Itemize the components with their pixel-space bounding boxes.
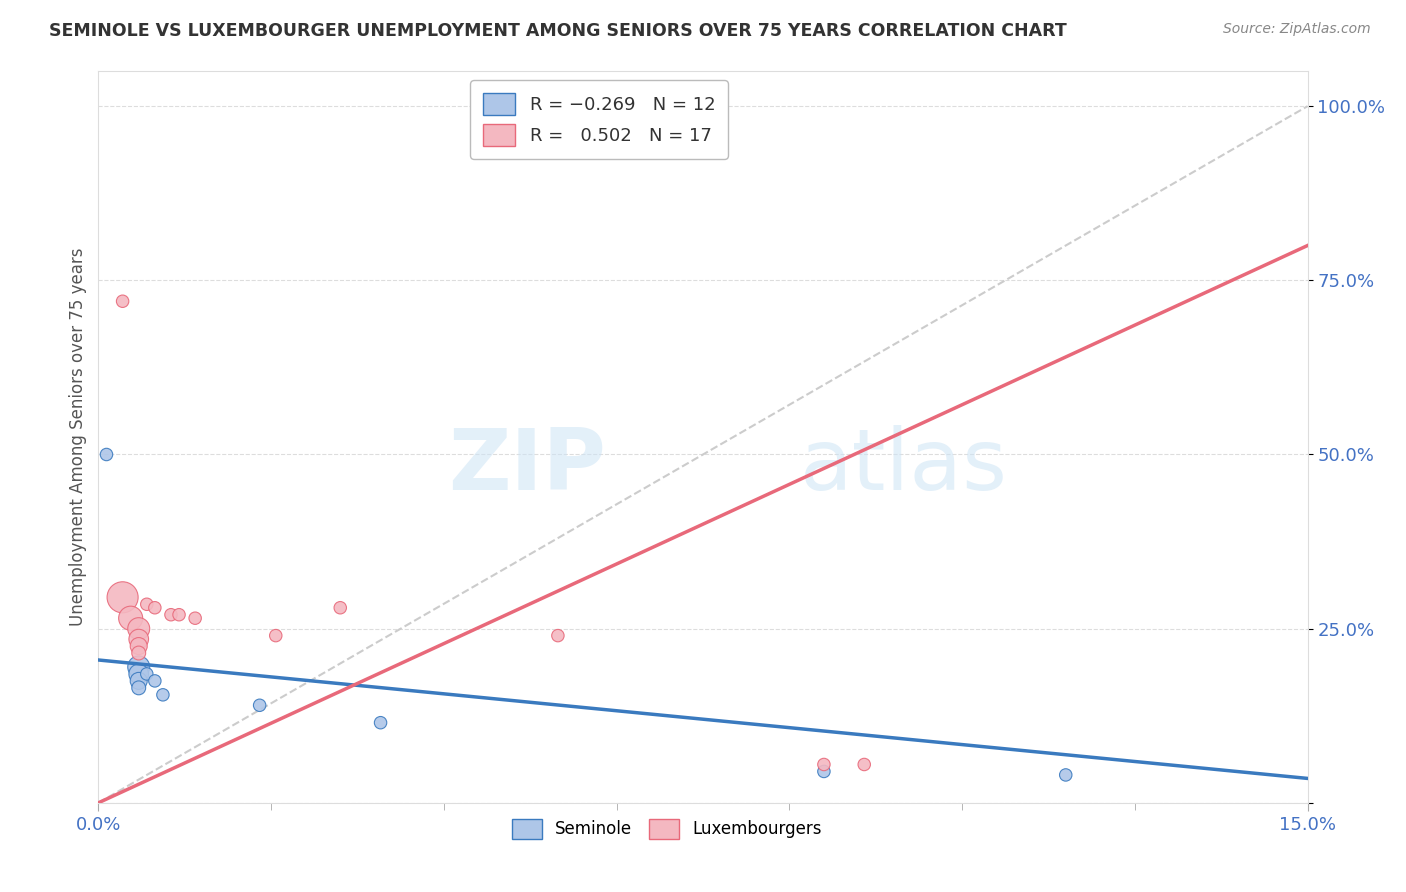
- Point: [128, 639, 150, 653]
- Point: [120, 611, 142, 625]
- Point: [370, 715, 392, 730]
- Point: [152, 688, 174, 702]
- Point: [111, 591, 134, 605]
- Point: [547, 629, 569, 643]
- Point: [813, 764, 835, 779]
- Point: [111, 294, 134, 309]
- Point: [160, 607, 183, 622]
- Point: [249, 698, 271, 713]
- Point: [135, 597, 157, 611]
- Text: atlas: atlas: [800, 425, 1008, 508]
- Point: [264, 629, 287, 643]
- Point: [128, 673, 150, 688]
- Point: [1054, 768, 1077, 782]
- Point: [128, 667, 150, 681]
- Point: [329, 600, 352, 615]
- Point: [167, 607, 190, 622]
- Legend: Seminole, Luxembourgers: Seminole, Luxembourgers: [505, 812, 828, 846]
- Text: Source: ZipAtlas.com: Source: ZipAtlas.com: [1223, 22, 1371, 37]
- Point: [813, 757, 835, 772]
- Point: [128, 660, 150, 674]
- Point: [853, 757, 876, 772]
- Text: ZIP: ZIP: [449, 425, 606, 508]
- Y-axis label: Unemployment Among Seniors over 75 years: Unemployment Among Seniors over 75 years: [69, 248, 87, 626]
- Point: [128, 681, 150, 695]
- Point: [184, 611, 207, 625]
- Point: [128, 622, 150, 636]
- Point: [143, 600, 166, 615]
- Point: [128, 646, 150, 660]
- Point: [128, 632, 150, 646]
- Text: SEMINOLE VS LUXEMBOURGER UNEMPLOYMENT AMONG SENIORS OVER 75 YEARS CORRELATION CH: SEMINOLE VS LUXEMBOURGER UNEMPLOYMENT AM…: [49, 22, 1067, 40]
- Point: [96, 448, 118, 462]
- Point: [143, 673, 166, 688]
- Point: [135, 667, 157, 681]
